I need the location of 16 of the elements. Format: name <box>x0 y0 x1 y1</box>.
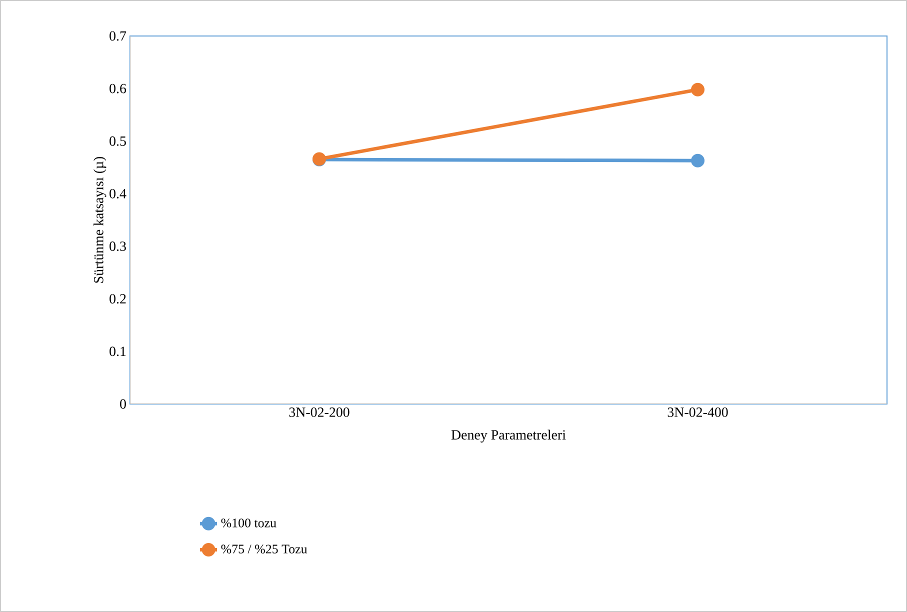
y-tick-label: 0.6 <box>110 84 126 94</box>
x-tick-label: 3N-02-400 <box>668 408 728 417</box>
y-tick-label: 0.7 <box>110 31 126 41</box>
y-tick-label: 0 <box>120 399 126 409</box>
y-tick-label: 0.1 <box>110 346 126 356</box>
legend-label: %75 / %25 Tozu <box>221 544 308 554</box>
y-axis-title: Sürtünme katsayısı (µ) <box>94 156 106 283</box>
x-tick-label: 3N-02-200 <box>289 408 350 417</box>
point <box>691 82 705 96</box>
x-axis-title: Deney Parametreleri <box>451 430 566 442</box>
y-tick-label: 0.3 <box>110 242 126 252</box>
y-tick-label: 0.2 <box>110 294 126 304</box>
point <box>691 154 705 168</box>
y-tick-label: 0.5 <box>110 136 126 146</box>
legend-label: %100 tozu <box>221 518 276 528</box>
y-tick-label: 0.4 <box>110 188 126 198</box>
